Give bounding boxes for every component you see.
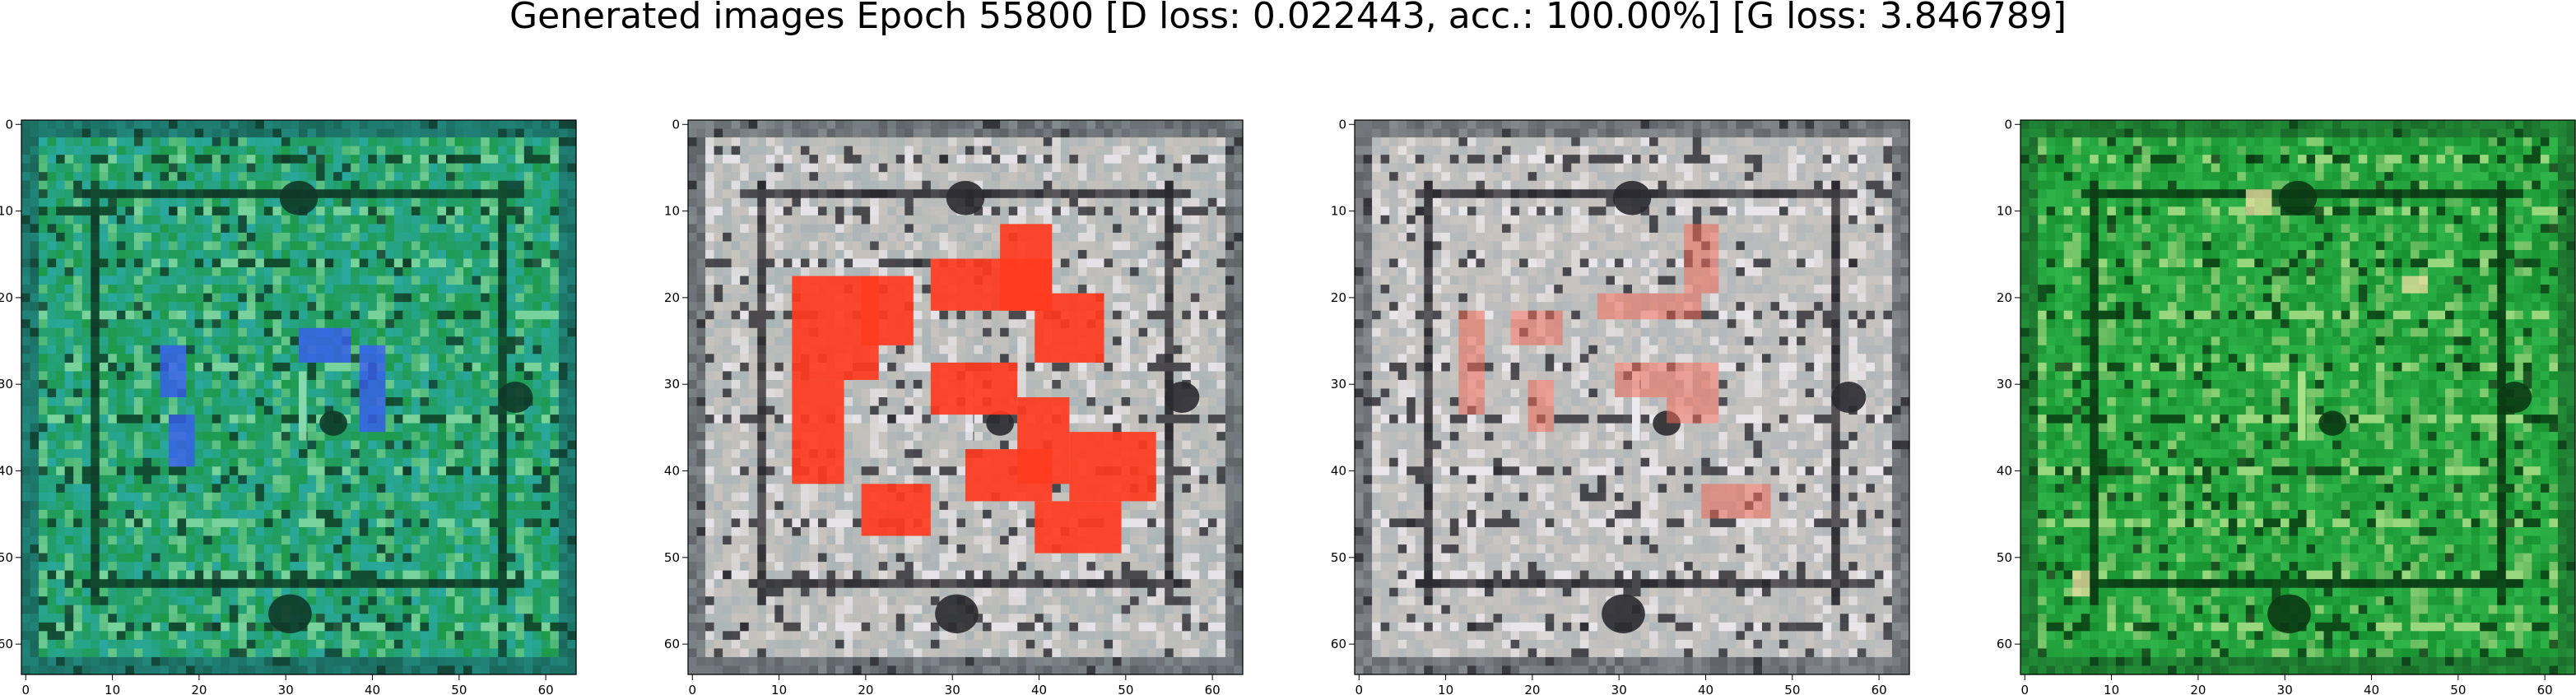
y-tick-label: 60 [1997,637,2012,651]
y-tick-label: 20 [0,290,13,305]
y-tick-label: 40 [664,464,680,479]
y-tick-label: 30 [664,377,680,392]
image-pixels [21,120,577,675]
x-tick-label: 60 [2537,683,2553,695]
accent-region [2072,189,2428,597]
image-panel-3: 0 0 10 10 20 20 30 30 40 40 50 50 60 60 [1331,117,1910,695]
x-tick-label: 10 [2104,683,2119,695]
dark-blob [1165,382,1200,413]
light-streak [1632,371,1640,441]
x-tick-label: 30 [945,683,960,695]
x-tick-label: 10 [105,683,120,695]
y-tick-label: 10 [664,204,680,219]
dark-blob [1831,382,1867,413]
image-panel-1: 0 0 10 10 20 20 30 30 40 40 50 50 60 60 [0,117,577,695]
light-streak [2298,371,2306,441]
figure-title: Generated images Epoch 55800 [D loss: 0.… [509,0,2067,37]
axes-frame [2020,119,2576,675]
y-tick-label: 20 [1997,290,2012,305]
y-tick-label: 50 [1997,550,2012,565]
x-tick-label: 60 [1872,683,1887,695]
x-tick-label: 0 [21,683,30,695]
y-tick-label: 50 [664,550,680,565]
x-tick-label: 0 [2020,683,2029,695]
y-tick-label: 20 [1331,290,1346,305]
y-tick-label: 30 [1997,377,2012,392]
y-tick-label: 10 [0,204,13,219]
accent-region [1458,224,1771,519]
y-tick-label: 30 [0,377,13,392]
x-tick-label: 60 [538,683,554,695]
x-tick-label: 0 [688,683,696,695]
dark-blob [268,594,312,633]
dark-blob [946,180,985,215]
image-panel-2: 0 0 10 10 20 20 30 30 40 40 50 50 60 60 [664,117,1244,695]
x-tick-label: 40 [1698,683,1713,695]
y-tick-label: 60 [1331,637,1346,651]
y-tick-label: 40 [0,464,13,479]
x-tick-label: 40 [2364,683,2379,695]
x-tick-label: 50 [1784,683,1800,695]
accent-region [160,327,386,467]
dark-blob [319,410,347,436]
y-tick-label: 0 [5,117,13,132]
y-tick-label: 0 [672,117,680,132]
x-tick-label: 40 [1031,683,1047,695]
dark-blob [2267,594,2311,633]
axes-frame [1354,119,1910,675]
x-tick-label: 20 [2190,683,2206,695]
x-tick-label: 10 [771,683,787,695]
dark-blob [1612,180,1652,215]
image-pixels [688,120,1244,675]
x-tick-label: 20 [191,683,207,695]
x-tick-label: 30 [278,683,294,695]
y-tick-label: 40 [1331,464,1346,479]
dark-blob [986,410,1014,436]
image-pixels [2020,120,2576,675]
y-tick-label: 50 [1331,550,1346,565]
dark-blob [2278,180,2318,215]
x-tick-label: 50 [451,683,467,695]
y-tick-label: 20 [664,290,680,305]
image-pixels [1355,120,1910,675]
x-tick-label: 40 [365,683,380,695]
x-tick-label: 30 [1611,683,1627,695]
y-tick-label: 40 [1997,464,2012,479]
dark-blob [498,382,533,413]
light-streak [299,371,307,441]
dark-blob [2497,382,2532,413]
y-tick-label: 50 [0,550,13,565]
y-tick-label: 0 [2004,117,2012,132]
x-tick-label: 20 [858,683,873,695]
x-tick-label: 20 [1524,683,1540,695]
y-tick-label: 30 [1331,377,1346,392]
x-tick-label: 30 [2277,683,2293,695]
axes-frame [21,119,577,675]
y-tick-label: 60 [664,637,680,651]
accent-region [792,224,1156,554]
x-tick-label: 60 [1205,683,1221,695]
axes-frame [687,119,1244,675]
y-tick-label: 10 [1331,204,1346,219]
dark-blob [279,180,319,215]
dark-blob [2318,410,2346,436]
y-tick-label: 10 [1997,204,2012,219]
y-tick-label: 60 [0,637,13,651]
x-tick-label: 50 [1118,683,1133,695]
dark-blob [935,594,979,633]
x-tick-label: 0 [1355,683,1363,695]
y-tick-label: 0 [1338,117,1346,132]
dark-blob [1602,594,1645,633]
x-tick-label: 50 [2450,683,2466,695]
x-tick-label: 10 [1438,683,1453,695]
image-panel-4: 0 0 10 10 20 20 30 30 40 40 50 50 60 60 [1997,117,2576,695]
